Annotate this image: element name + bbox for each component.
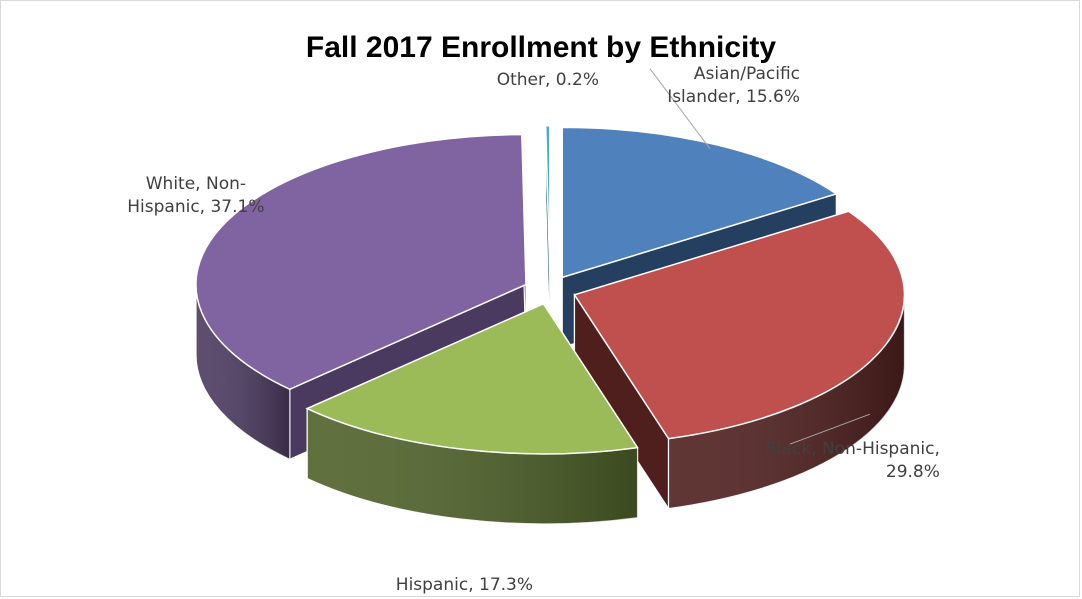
data-label-hispanic: Hispanic, 17.3% xyxy=(396,575,533,595)
data-label-line: Islander, 15.6% xyxy=(667,87,800,107)
data-label-black-non-hispanic: Black, Non-Hispanic, 29.8% xyxy=(765,439,940,482)
pie-slice-hispanic xyxy=(305,301,639,525)
data-label-line: Hispanic, 17.3% xyxy=(396,575,533,595)
pie-slice-top xyxy=(544,124,551,276)
slices-layer xyxy=(195,124,906,525)
leader-line-black-non-hispanic xyxy=(789,413,871,445)
pie-slice-black-non-hispanic xyxy=(573,210,906,511)
data-label-line: Black, Non-Hispanic, xyxy=(765,439,940,459)
pie-slice-top xyxy=(573,210,906,440)
data-label-line: Other, 0.2% xyxy=(497,70,599,90)
pie-slice-top xyxy=(561,126,839,279)
data-label-white-non-hispanic: White, Non- Hispanic, 37.1% xyxy=(127,174,264,217)
data-label-asian-pacific-islander: Asian/Pacific Islander, 15.6% xyxy=(667,64,800,107)
pie-slice-rim-shade xyxy=(195,284,290,460)
data-label-line: Asian/Pacific xyxy=(694,64,800,84)
data-label-line: 29.8% xyxy=(886,462,940,482)
data-label-other: Other, 0.2% xyxy=(497,70,599,90)
chart-title: Fall 2017 Enrollment by Ethnicity xyxy=(305,31,777,64)
pie-slice-top xyxy=(195,133,527,391)
data-label-line: White, Non- xyxy=(146,174,246,194)
pie-slice-rim-shade xyxy=(668,294,905,509)
pie-slice-top xyxy=(305,302,639,455)
labels-layer: Asian/Pacific Islander, 15.6% Black, Non-H… xyxy=(127,64,940,595)
leader-line-asian-pacific-islander xyxy=(649,68,711,150)
data-label-line: Hispanic, 37.1% xyxy=(127,197,264,217)
